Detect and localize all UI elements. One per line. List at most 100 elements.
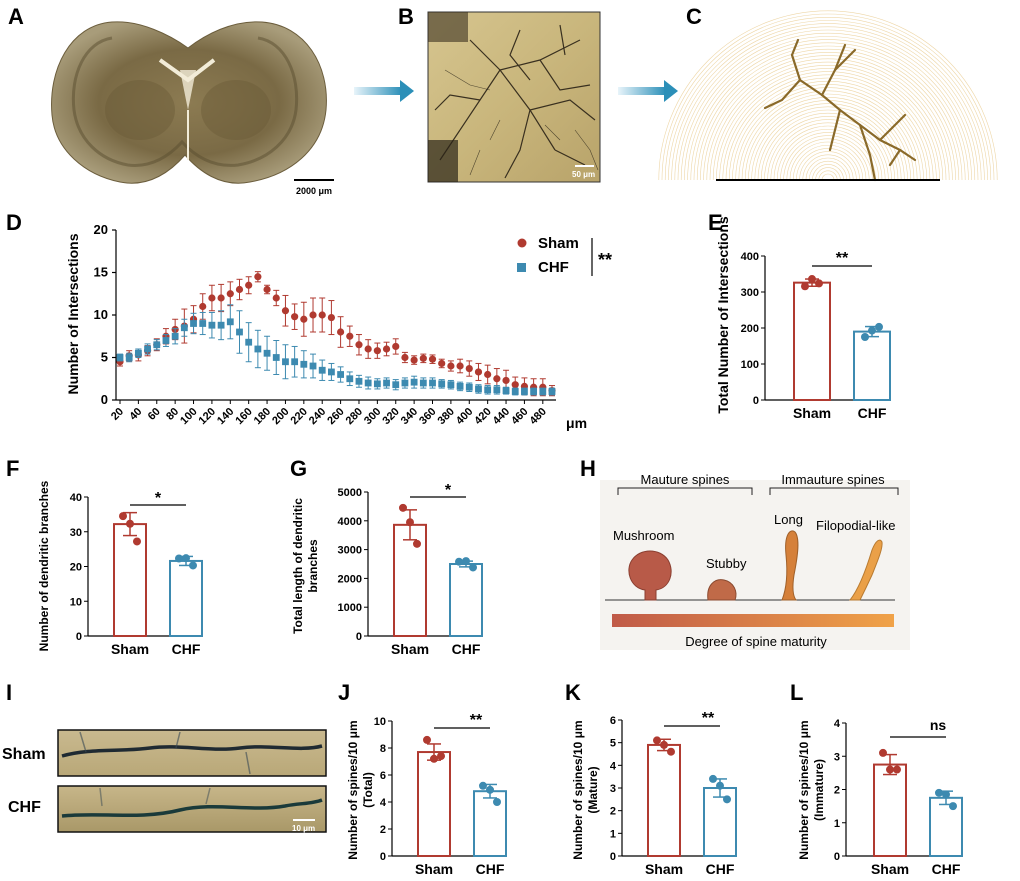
bar-datapoint	[119, 512, 127, 521]
d-point-chf	[282, 358, 289, 366]
bar-sham	[873, 763, 907, 857]
d-point-sham	[382, 345, 391, 353]
bar-chf	[449, 563, 483, 637]
ytick-label: 20	[70, 562, 82, 574]
sholl-ring	[728, 80, 928, 181]
d-xtick-label: 400	[454, 406, 475, 427]
d-xtick-label: 220	[288, 406, 309, 427]
sholl-ring	[712, 64, 944, 181]
d-xtick-label: 380	[436, 406, 457, 427]
d-point-chf	[401, 379, 409, 387]
sholl-ring	[783, 135, 873, 181]
ytick-label: 100	[741, 359, 759, 371]
sholl-ring	[767, 119, 889, 181]
sholl-ring	[815, 167, 841, 181]
category-chf: CHF	[858, 405, 887, 421]
panel-g-bar-chart: Total length of dendritic branches * 0 10…	[291, 482, 483, 657]
d-xtick-label: 40	[127, 406, 144, 423]
sholl-ring	[668, 20, 988, 181]
panel-h-long-label: Long	[774, 512, 803, 527]
mushroom-spine-shape	[628, 550, 672, 601]
legend-chf-marker	[517, 263, 526, 272]
panel-i-sham-label: Sham	[2, 746, 46, 763]
d-point-chf	[134, 349, 142, 357]
d-point-sham	[346, 332, 354, 340]
sholl-ring	[696, 48, 960, 181]
panel-l-bar-chart: Number of spines/10 μm (Immature) ns 0 1 2…	[797, 717, 963, 877]
ytick-label: 1	[610, 828, 616, 840]
legend-chf-label: CHF	[538, 259, 569, 276]
category-chf: CHF	[706, 861, 735, 877]
d-xtick-label: 180	[252, 406, 273, 427]
bar-datapoint	[660, 740, 668, 749]
d-ytick-label: 20	[94, 222, 108, 237]
category-chf: CHF	[172, 641, 201, 657]
d-xtick-label: 440	[491, 406, 512, 427]
ytick-label: 200	[741, 323, 759, 335]
panel-k-significance: **	[702, 710, 715, 727]
d-point-chf	[355, 377, 363, 385]
d-point-sham	[254, 273, 262, 281]
panel-c-sholl-tracing	[658, 10, 998, 182]
d-point-chf	[208, 321, 216, 329]
panel-h-spine-schematic: Mauture spines Immauture spines Mushroom…	[600, 472, 910, 650]
ytick-label: 2000	[338, 573, 362, 585]
panel-label-h: H	[580, 456, 596, 481]
panel-a-brain-section: 2000 μm	[51, 21, 334, 196]
sholl-ring	[709, 61, 947, 181]
panel-label-j: J	[338, 680, 350, 705]
d-point-chf	[162, 337, 170, 344]
ytick-label: 3000	[338, 545, 362, 557]
sholl-ring	[684, 36, 972, 181]
d-point-sham	[364, 345, 372, 353]
bar-datapoint	[437, 752, 445, 761]
bar-datapoint	[493, 798, 501, 806]
panel-label-g: G	[290, 456, 307, 481]
sholl-ring	[722, 74, 934, 181]
sholl-ring	[725, 77, 931, 181]
d-point-chf	[199, 320, 207, 327]
d-xtick-label: 240	[307, 406, 328, 427]
d-point-chf	[346, 375, 354, 383]
ytick-label: 2	[610, 806, 616, 818]
sholl-ring	[764, 116, 892, 181]
bar-datapoint	[469, 563, 477, 572]
bar-datapoint	[399, 503, 407, 512]
d-point-chf	[144, 345, 151, 353]
d-point-sham	[235, 285, 244, 294]
d-point-chf	[548, 388, 556, 395]
sholl-ring	[687, 39, 969, 181]
sholl-ring	[751, 103, 905, 181]
sholl-ring	[706, 58, 950, 181]
d-point-chf	[263, 349, 271, 357]
d-xtick-label: 360	[417, 406, 438, 427]
bar-datapoint	[723, 795, 731, 804]
d-point-sham	[281, 307, 290, 315]
bar-datapoint	[182, 554, 190, 563]
panel-label-d: D	[6, 210, 22, 235]
d-point-chf	[502, 387, 510, 395]
panel-f-significance: *	[155, 490, 162, 507]
d-xtick-label: 140	[215, 406, 236, 427]
d-point-chf	[475, 385, 482, 393]
sholl-ring	[716, 68, 940, 181]
sholl-ring	[776, 128, 880, 181]
legend-significance: **	[598, 250, 612, 270]
d-point-sham	[355, 341, 363, 349]
ytick-label: 1	[834, 818, 840, 830]
bar-datapoint	[175, 554, 183, 563]
bar-chf	[853, 330, 891, 402]
bar-datapoint	[653, 736, 661, 745]
sholl-ring	[773, 125, 883, 181]
sholl-ring	[664, 16, 992, 181]
d-xtick-label: 100	[178, 406, 199, 427]
sholl-ring	[808, 160, 848, 181]
d-point-sham	[419, 354, 427, 362]
d-point-chf	[300, 360, 308, 368]
bar-sham	[393, 523, 427, 637]
d-point-sham	[217, 294, 225, 302]
d-point-sham	[226, 290, 234, 298]
d-point-chf	[373, 380, 381, 388]
ytick-label: 10	[374, 716, 386, 728]
panel-e-significance: **	[836, 250, 849, 267]
